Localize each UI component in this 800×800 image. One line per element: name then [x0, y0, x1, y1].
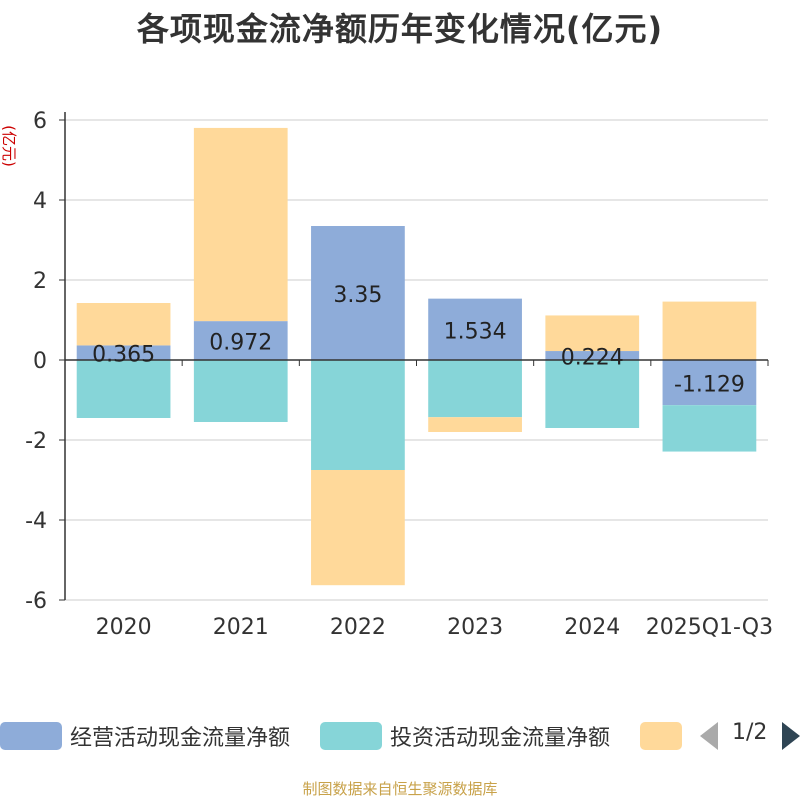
- y-tick-label: 0: [33, 349, 47, 374]
- bar-financing-4: [545, 315, 640, 352]
- bar-operating-3: [428, 298, 522, 360]
- legend: 经营活动现金流量净额 投资活动现金流量净额 1/2: [0, 716, 800, 756]
- data-label: 1.534: [444, 319, 507, 344]
- bar-operating-4: [545, 351, 640, 360]
- data-label: 0.365: [92, 343, 155, 368]
- bar-investing-4: [545, 360, 640, 428]
- y-tick-label: 6: [33, 109, 47, 134]
- data-label: -1.129: [674, 373, 745, 398]
- y-tick-label: 2: [33, 269, 47, 294]
- bar-investing-2: [311, 360, 405, 470]
- y-axis-label: (亿元): [0, 125, 18, 167]
- y-tick-label: -2: [25, 429, 47, 454]
- legend-label-operating[interactable]: 经营活动现金流量净额: [70, 726, 291, 751]
- x-tick-label: 2023: [447, 615, 503, 640]
- legend-label-investing[interactable]: 投资活动现金流量净额: [390, 726, 611, 751]
- bar-operating-5: [662, 360, 757, 406]
- bar-investing-5: [662, 405, 757, 452]
- legend-page-indicator: 1/2: [732, 720, 768, 745]
- chart-title: 各项现金流净额历年变化情况(亿元): [136, 10, 664, 48]
- bar-investing-1: [193, 360, 288, 422]
- bar-investing-3: [428, 360, 522, 418]
- x-tick-label: 2025Q1-Q3: [646, 615, 773, 640]
- bar-operating-2: [311, 226, 405, 360]
- data-label: 0.224: [561, 346, 624, 371]
- source-note: 制图数据来自恒生聚源数据库: [302, 780, 498, 798]
- bar-financing-1: [193, 127, 288, 322]
- bar-financing-0: [76, 303, 171, 346]
- bar-financing-2: [311, 470, 405, 586]
- y-tick-label: -4: [25, 509, 47, 534]
- bar-operating-1: [193, 321, 288, 360]
- x-tick-label: 2024: [564, 615, 620, 640]
- data-label: 3.35: [333, 283, 382, 308]
- bar-investing-0: [76, 360, 171, 418]
- bar-financing-3: [428, 417, 522, 432]
- data-label: 0.972: [209, 331, 272, 356]
- legend-swatch-financing[interactable]: [640, 722, 682, 750]
- bar-financing-5: [662, 301, 757, 360]
- bar-operating-0: [76, 345, 171, 360]
- legend-swatch-investing[interactable]: [320, 722, 382, 750]
- y-tick-label: -6: [25, 589, 47, 614]
- legend-next-page-icon[interactable]: [782, 722, 800, 750]
- x-tick-label: 2021: [213, 615, 269, 640]
- y-tick-label: 4: [33, 189, 47, 214]
- x-tick-label: 2022: [330, 615, 386, 640]
- x-tick-label: 2020: [96, 615, 152, 640]
- legend-swatch-operating[interactable]: [0, 722, 62, 750]
- legend-prev-page-icon[interactable]: [700, 722, 718, 750]
